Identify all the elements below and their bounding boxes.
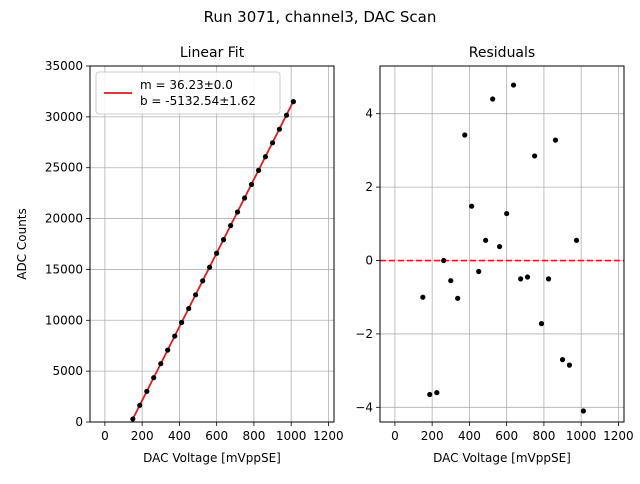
data-point: [476, 268, 482, 275]
legend-label-intercept: b = -5132.54±1.62: [140, 94, 256, 108]
y-tick-label: −4: [355, 400, 373, 414]
data-point: [504, 210, 510, 217]
data-point: [165, 347, 171, 353]
y-tick-label: 4: [365, 107, 373, 121]
x-tick-label: 0: [101, 429, 109, 443]
y-tick-label: 5000: [52, 364, 83, 378]
x-axis-label: DAC Voltage [mVppSE]: [433, 451, 571, 465]
data-point: [531, 153, 538, 159]
y-tick-label: 0: [75, 415, 83, 429]
x-tick-label: 1200: [313, 429, 344, 443]
data-point: [518, 276, 524, 282]
y-axis-label: ADC Counts: [15, 208, 29, 280]
x-tick-label: 1000: [276, 429, 307, 443]
x-tick-label: 600: [495, 429, 518, 443]
data-point: [573, 237, 580, 243]
x-tick-label: 1200: [603, 429, 634, 443]
data-point: [490, 96, 496, 102]
data-point: [580, 408, 586, 414]
data-point: [172, 333, 178, 339]
data-point: [220, 237, 227, 243]
y-tick-label: 10000: [45, 313, 83, 327]
figure-suptitle: Run 3071, channel3, DAC Scan: [204, 8, 437, 26]
data-point: [130, 416, 136, 422]
x-tick-label: 400: [458, 429, 481, 443]
data-point: [496, 243, 503, 250]
y-tick-label: 35000: [45, 59, 83, 73]
data-point: [448, 278, 454, 284]
y-tick-label: −2: [355, 327, 373, 341]
legend-label-slope: m = 36.23±0.0: [140, 78, 233, 92]
data-point: [137, 402, 143, 408]
data-point: [483, 237, 489, 243]
plot-title: Linear Fit: [180, 45, 245, 61]
data-point: [434, 390, 440, 396]
y-tick-label: 25000: [45, 161, 83, 175]
data-point: [566, 362, 573, 368]
x-tick-label: 0: [391, 429, 399, 443]
data-point: [206, 264, 213, 270]
legend-box: [95, 71, 281, 115]
data-point: [545, 276, 552, 282]
data-point: [510, 82, 517, 88]
y-tick-label: 15000: [45, 262, 83, 276]
x-axis-label: DAC Voltage [mVppSE]: [143, 451, 281, 465]
data-point: [193, 292, 199, 298]
data-point: [151, 375, 157, 381]
x-tick-label: 200: [421, 429, 444, 443]
data-point: [455, 295, 461, 301]
axes-frame: [89, 65, 335, 423]
data-point: [200, 278, 206, 284]
data-point: [255, 167, 262, 173]
data-point: [427, 391, 433, 398]
linear-fit-plot: 0 200 400 600 800 1000 1200 0 5000 10000 15000 2000…: [15, 45, 344, 465]
legend: m = 36.23±0.0 b = -5132.54±1.62: [95, 71, 281, 115]
data-point: [524, 274, 531, 280]
x-tick-label: 1000: [566, 429, 597, 443]
data-point: [269, 140, 276, 146]
data-point: [158, 361, 164, 367]
data-point: [441, 257, 447, 264]
data-point: [186, 305, 192, 312]
data-point: [262, 154, 269, 160]
data-point: [559, 357, 566, 363]
axes-frame: [379, 65, 625, 423]
data-point: [552, 137, 559, 143]
data-point: [538, 321, 545, 327]
plot-title: Residuals: [469, 45, 535, 61]
data-point: [283, 112, 290, 118]
data-point: [248, 181, 255, 188]
x-tick-label: 800: [532, 429, 555, 443]
x-tick-label: 200: [131, 429, 154, 443]
y-tick-label: 20000: [45, 212, 83, 226]
y-tick-label: 0: [365, 254, 373, 268]
data-point: [234, 209, 241, 215]
y-tick-label: 30000: [45, 110, 83, 124]
x-tick-label: 800: [242, 429, 265, 443]
data-point: [462, 132, 468, 138]
data-point: [228, 223, 234, 229]
data-point: [241, 195, 248, 201]
residuals-plot: 0 200 400 600 800 1000 1200 −4 −2 0 2 4 Residuals DAC…: [355, 45, 633, 465]
data-point: [214, 250, 220, 256]
data-point: [276, 126, 283, 132]
data-point: [144, 388, 150, 394]
x-tick-label: 400: [168, 429, 191, 443]
y-tick-label: 2: [365, 180, 373, 194]
data-point: [179, 319, 185, 326]
x-tick-label: 600: [205, 429, 228, 443]
data-point: [290, 99, 296, 105]
data-point: [420, 294, 426, 300]
data-point: [469, 203, 475, 209]
